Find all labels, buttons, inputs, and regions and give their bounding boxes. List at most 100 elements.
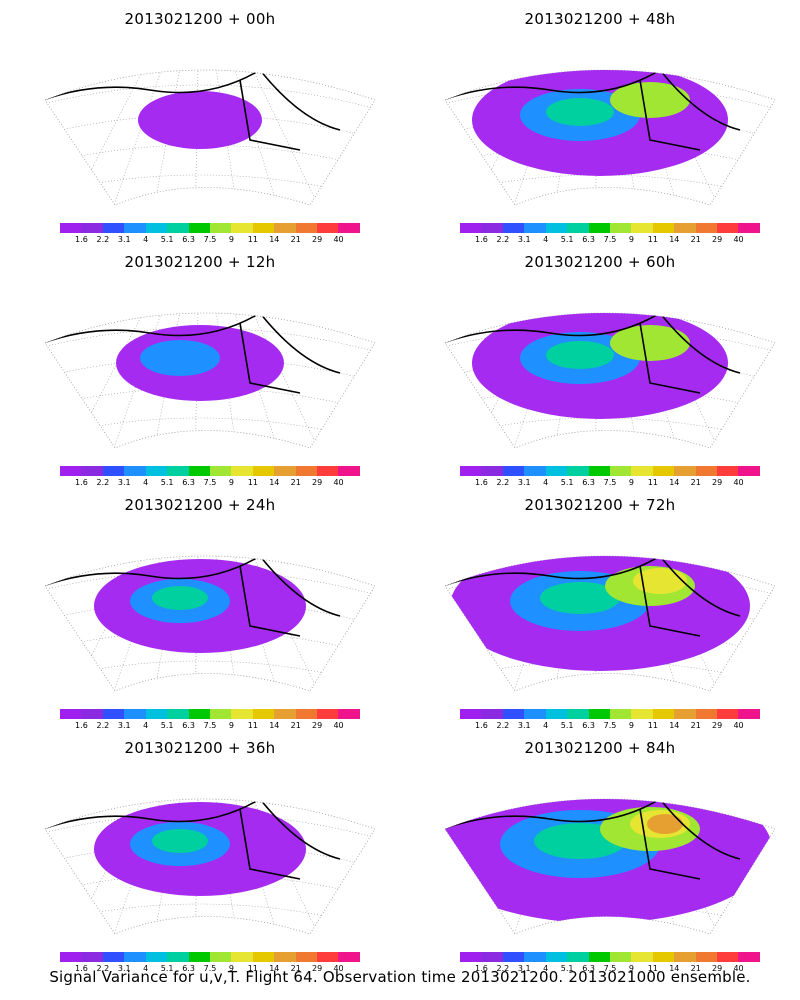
latitude-line: [45, 630, 375, 657]
colorbar-segment: [460, 952, 482, 962]
coastline: [45, 556, 341, 637]
colorbar-labels: 1.6 2.2 3.1 4 5.1 6.3 7.5 9 11 14 21 29 40: [460, 721, 760, 731]
colorbar-tick-label: 4: [143, 478, 149, 487]
colorbar-segment: [167, 709, 189, 719]
colorbar-tick-label: 6.3: [582, 235, 595, 244]
panel-title: 2013021200 + 12h: [124, 253, 276, 271]
colorbar-tick-label: 1.6: [475, 478, 488, 487]
colorbar-tick-label: 1.6: [475, 235, 488, 244]
colorbar-tick-label: 21: [690, 478, 701, 487]
colorbar-tick-label: 29: [312, 478, 323, 487]
colorbar-segment: [209, 223, 232, 233]
map-panel: 2013021200 + 36h 1.6 2.2 3.1 4 5.1 6.3 7.5 9 11 14…: [0, 729, 400, 973]
colorbar-tick-label: 40: [333, 964, 344, 973]
colorbar-segment: [124, 952, 146, 962]
colorbar-tick-label: 9: [228, 964, 234, 973]
variance-map: [44, 312, 376, 449]
colorbar-segment: [124, 709, 146, 719]
colorbar-segment: [588, 466, 610, 476]
colorbar-tick-label: 29: [312, 964, 323, 973]
colorbar-tick-label: 14: [669, 721, 680, 730]
map-panel: 2013021200 + 60h 1.6 2.2 3.1 4 5.1 6.3 7.5 9 11 14…: [400, 243, 800, 487]
coastline: [445, 70, 741, 151]
colorbar-segment: [231, 223, 253, 233]
colorbar-segment: [588, 709, 610, 719]
variance-field: [610, 82, 690, 118]
colorbar-segment: [460, 223, 482, 233]
variance-field: [152, 829, 208, 853]
colorbar-segment: [81, 709, 103, 719]
colorbar-segment: [717, 466, 739, 476]
variance-field: [610, 325, 690, 361]
map-panel: 2013021200 + 84h 1.6 2.2 3.1 4 5.1 6.3 7.5 9 11 14…: [400, 729, 800, 973]
colorbar-tick-label: 29: [712, 964, 723, 973]
colorbar-segment: [252, 952, 275, 962]
colorbar-tick-label: 9: [228, 721, 234, 730]
colorbar-tick-label: 6.3: [582, 964, 595, 973]
latitude-line: [445, 630, 775, 657]
latitude-line: [445, 387, 775, 414]
colorbar-tick-label: 5.1: [160, 478, 174, 487]
colorbar-segment: [60, 466, 82, 476]
colorbar-segment: [252, 223, 275, 233]
colorbar-tick-label: 2.2: [496, 964, 510, 973]
colorbar-segment: [317, 223, 339, 233]
colorbar-tick-label: 6.3: [182, 235, 195, 244]
meridian-line: [549, 313, 601, 448]
latitude-line: [445, 357, 775, 384]
colorbar: [460, 952, 760, 962]
colorbar-segment: [738, 709, 760, 719]
colorbar-segment: [145, 466, 168, 476]
colorbar-labels: 1.6 2.2 3.1 4 5.1 6.3 7.5 9 11 14 21 29 40: [460, 964, 760, 974]
coastline: [45, 799, 341, 880]
variance-field: [140, 340, 220, 376]
colorbar-tick-label: 29: [712, 721, 723, 730]
colorbar-segment: [188, 952, 210, 962]
colorbar-segment: [60, 223, 82, 233]
colorbar-segment: [695, 952, 718, 962]
colorbar-segment: [609, 223, 632, 233]
colorbar-tick-label: 4: [543, 235, 549, 244]
colorbar-tick-label: 9: [228, 478, 234, 487]
colorbar-labels: 1.6 2.2 3.1 4 5.1 6.3 7.5 9 11 14 21 29 40: [60, 478, 360, 488]
colorbar-tick-label: 40: [333, 721, 344, 730]
colorbar-segment: [545, 952, 568, 962]
meridian-line: [599, 70, 731, 205]
colorbar-tick-label: 7.5: [603, 235, 617, 244]
colorbar: [60, 223, 360, 233]
colorbar-tick-label: 1.6: [75, 964, 88, 973]
colorbar-tick-label: 21: [290, 478, 301, 487]
colorbar-labels: 1.6 2.2 3.1 4 5.1 6.3 7.5 9 11 14 21 29 40: [60, 721, 360, 731]
latitude-line: [45, 570, 375, 597]
colorbar-segment: [631, 709, 653, 719]
colorbar-tick-label: 4: [143, 235, 149, 244]
meridian-line: [149, 556, 201, 691]
colorbar-tick-label: 2.2: [96, 235, 110, 244]
colorbar-segment: [502, 709, 525, 719]
colorbar-tick-label: 21: [690, 235, 701, 244]
colorbar: [60, 466, 360, 476]
colorbar-segment: [274, 223, 296, 233]
colorbar-segment: [481, 223, 503, 233]
colorbar-tick-label: 14: [669, 478, 680, 487]
colorbar-tick-label: 11: [247, 478, 258, 487]
colorbar-tick-label: 40: [333, 235, 344, 244]
colorbar-segment: [567, 223, 589, 233]
variance-map: [44, 798, 376, 935]
colorbar-tick-label: 40: [733, 721, 744, 730]
colorbar-tick-label: 9: [628, 721, 634, 730]
colorbar-segment: [738, 952, 760, 962]
colorbar-tick-label: 7.5: [203, 964, 217, 973]
colorbar-segment: [274, 466, 296, 476]
colorbar-tick-label: 1.6: [475, 721, 488, 730]
colorbar: [460, 709, 760, 719]
colorbar-segment: [145, 223, 168, 233]
panel-title: 2013021200 + 00h: [124, 10, 276, 28]
variance-map: [444, 555, 776, 692]
colorbar-segment: [524, 223, 546, 233]
colorbar-tick-label: 2.2: [96, 478, 110, 487]
colorbar-segment: [481, 466, 503, 476]
colorbar-segment: [209, 709, 232, 719]
colorbar-segment: [524, 466, 546, 476]
coastline: [445, 799, 741, 880]
